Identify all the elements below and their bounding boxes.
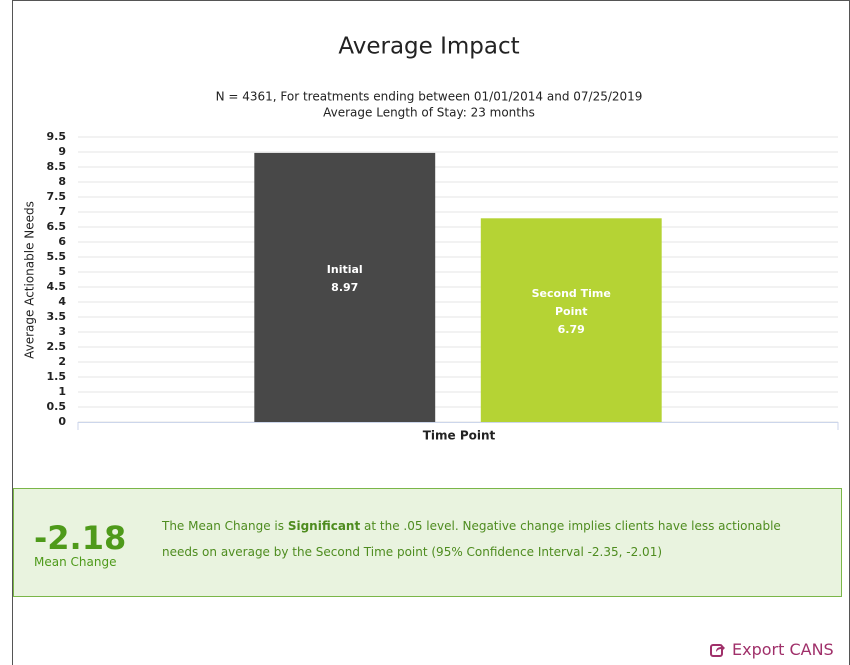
y-tick-label: 5 [58,265,66,278]
bar-label: Initial 8.97 [254,261,435,297]
export-icon [710,644,725,657]
y-tick-label: 7 [58,205,66,218]
y-tick-label: 1 [58,385,66,398]
y-tick-label: 4.5 [47,280,67,293]
y-axis-title: Average Actionable Needs [23,201,37,359]
y-tick-label: 0.5 [47,400,67,413]
bar-label: Second Time Point 6.79 [481,285,662,339]
chart-title: Average Impact [338,34,519,60]
data-label: 6.79 [557,323,585,337]
bar [480,218,662,422]
chart-subtitle: N = 4361, For treatments ending between … [216,90,643,104]
mean-change-label: Mean Change [34,555,117,569]
y-tick-label: 5.5 [47,250,67,263]
y-tick-label: 2.5 [47,340,67,353]
x-axis-title: Time Point [423,429,496,443]
y-tick-label: 4 [58,295,66,308]
y-tick-label: 6.5 [47,220,67,233]
y-tick-label: 1.5 [47,370,67,383]
y-tick-label: 9 [58,145,66,158]
bar [254,152,436,422]
y-tick-label: 7.5 [47,190,67,203]
series-name: Initial [326,263,363,277]
export-label: Export CANS [732,640,834,659]
emphasis: Significant [287,519,361,533]
series-name: Second Time Point [531,287,611,319]
y-tick-label: 3 [58,325,66,338]
y-tick-label: 2 [58,355,66,368]
y-tick-label: 0 [58,415,66,428]
export-button[interactable]: Export CANS [710,640,834,659]
summary-text: The Mean Change is Significant at the .0… [162,513,802,565]
chart: Average Impact N = 4361, For treatments … [23,34,839,443]
text: at the .05 level. Negative change implie… [162,519,781,559]
data-label: 8.97 [331,281,359,295]
y-tick-label: 8.5 [47,160,67,173]
summary-box: -2.18 Mean Change The Mean Change is Sig… [13,488,842,597]
mean-change-value: -2.18 [34,519,127,557]
y-tick-label: 9.5 [47,130,67,143]
text: The Mean Change is [162,519,288,533]
y-tick-label: 8 [58,175,66,188]
chart-subtitle: Average Length of Stay: 23 months [323,106,535,120]
y-tick-label: 6 [58,235,66,248]
y-tick-label: 3.5 [47,310,67,323]
